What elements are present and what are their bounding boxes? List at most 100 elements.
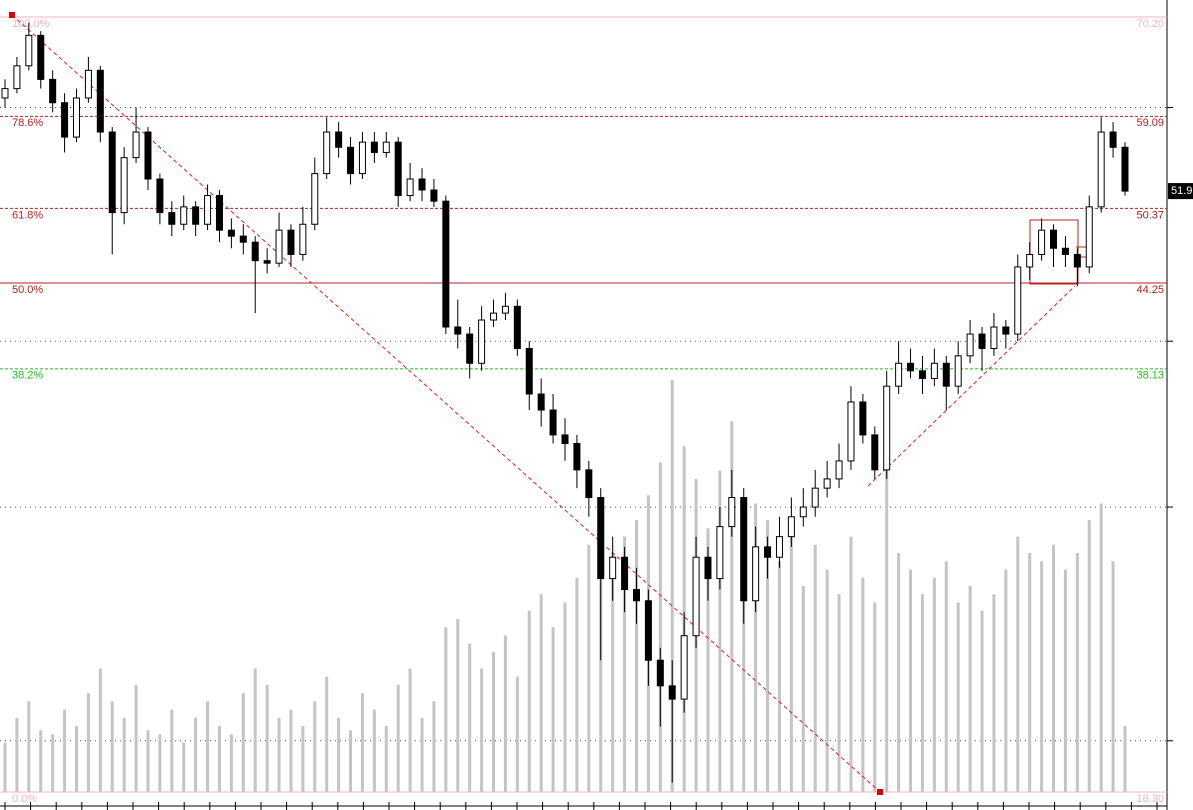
volume-bar (718, 470, 722, 792)
candle-body (501, 305, 509, 314)
volume-bar (134, 684, 138, 792)
fib-price-label: 59.09 (1136, 117, 1164, 129)
volume-bar (480, 668, 484, 792)
candle-body (323, 131, 331, 175)
candle-body (84, 69, 92, 99)
volume-bar (801, 586, 805, 792)
volume-bar (1028, 553, 1032, 792)
volume-bar (873, 602, 877, 792)
candle-body (799, 506, 807, 518)
candle-body (883, 385, 891, 471)
volume-bar (432, 701, 436, 792)
volume-bar (503, 635, 507, 792)
volume-bar (920, 594, 924, 792)
candle-body (597, 497, 605, 580)
fib-ratio-label: 38.2% (12, 370, 43, 382)
volume-bar (885, 412, 889, 792)
volume-bar (777, 561, 781, 792)
candle-body (954, 355, 962, 387)
volume-bar (1016, 536, 1020, 792)
volume-bar (396, 684, 400, 792)
candle-body (227, 229, 235, 237)
volume-bar (730, 421, 734, 792)
candle-body (394, 141, 402, 197)
candle-body (311, 173, 319, 225)
candle-body (573, 442, 581, 471)
candle-body (1073, 253, 1081, 268)
candle-body (644, 600, 652, 661)
volume-bar (944, 561, 948, 792)
volume-bar (587, 544, 591, 792)
candle-body (120, 157, 128, 214)
volume-bar (86, 693, 90, 792)
candle-body (716, 526, 724, 580)
candle-body (966, 333, 974, 357)
volume-bar (611, 553, 615, 792)
volume-bar (158, 734, 162, 792)
volume-bar (98, 668, 102, 792)
volume-bar (277, 717, 281, 792)
candle-body (680, 635, 688, 700)
volume-bar (408, 668, 412, 792)
volume-bar (551, 627, 555, 792)
candle-body (251, 241, 259, 262)
candle-body (490, 312, 498, 321)
candle-body (525, 347, 533, 395)
volume-bar (766, 520, 770, 792)
volume-bar (932, 577, 936, 792)
volume-bar (706, 528, 710, 792)
candle-body (215, 195, 223, 231)
volume-bar (182, 742, 186, 792)
candle-body (859, 401, 867, 436)
volume-bar (51, 734, 55, 792)
volume-bar (861, 577, 865, 792)
candle-body (752, 546, 760, 602)
candle-body (728, 497, 736, 528)
candle-body (775, 536, 783, 558)
volume-bar (789, 528, 793, 792)
time-ticks (4, 802, 1158, 810)
fib-anchor-line (11, 14, 881, 793)
fib-price-label: 50.37 (1136, 209, 1164, 221)
volume-bar (539, 594, 543, 792)
volume-bar (15, 717, 19, 792)
candle-body (549, 409, 557, 436)
candle-body (180, 206, 188, 225)
fib-ratio-label: 78.6% (12, 117, 43, 129)
candle-body (1085, 206, 1093, 268)
volume-bar (742, 544, 746, 792)
candle-body (13, 65, 21, 90)
volume-bar (63, 709, 67, 792)
candle-body (406, 178, 414, 197)
volume-bar (384, 726, 388, 792)
candle-body (907, 362, 915, 372)
fib-price-label: 70.20 (1136, 18, 1164, 30)
candle-body (847, 401, 855, 462)
candle-body (61, 102, 69, 138)
volume-bar (468, 643, 472, 792)
candle-body (418, 178, 426, 191)
candle-body (347, 146, 355, 175)
volume-bar (837, 594, 841, 792)
candle-body (1050, 229, 1058, 249)
volume-bar (3, 742, 7, 792)
volume-bar (1052, 544, 1056, 792)
candle-body (537, 393, 545, 411)
candle-body (192, 206, 200, 225)
candle-body (585, 469, 593, 499)
candle-body (108, 131, 116, 214)
volume-bar (122, 717, 126, 792)
volume-bar (492, 651, 496, 792)
candle-body (454, 326, 462, 335)
volume-bar (754, 503, 758, 792)
candle-body (382, 141, 390, 153)
volume-bar (956, 602, 960, 792)
volume-bar (909, 569, 913, 792)
candle-body (561, 434, 569, 444)
volume-bar (206, 701, 210, 792)
volume-bar (515, 676, 519, 792)
fib-ratio-label: 0.0% (12, 793, 37, 805)
volume-bar (1087, 520, 1091, 792)
volume-bar (289, 709, 293, 792)
